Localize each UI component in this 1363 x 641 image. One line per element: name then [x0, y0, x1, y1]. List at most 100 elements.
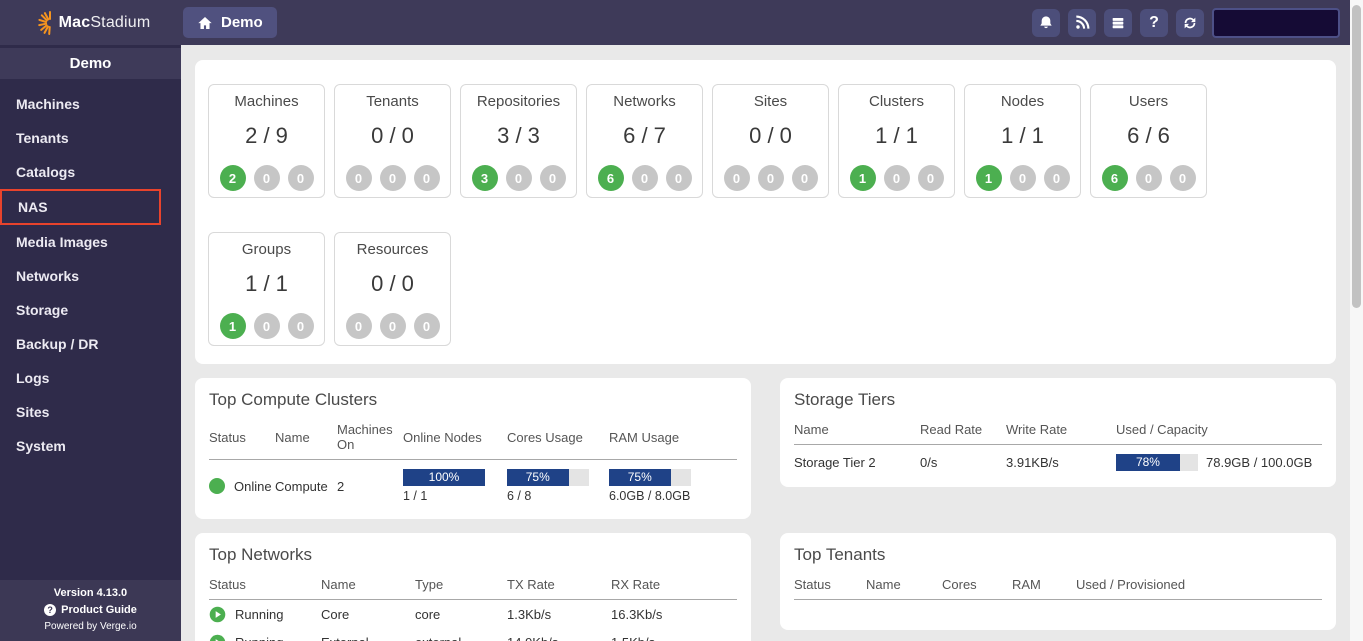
server-list-icon [1112, 17, 1124, 28]
stat-card-sites[interactable]: Sites 0 / 0 0 0 0 [712, 84, 829, 198]
demo-nav-button[interactable]: Demo [183, 7, 277, 38]
status-badge: 0 [757, 165, 784, 191]
sidebar-item-media-images[interactable]: Media Images [16, 234, 108, 250]
sidebar-item-networks[interactable]: Networks [16, 268, 80, 284]
col-cores-usage: Cores Usage [507, 429, 583, 445]
sidebar-item-logs[interactable]: Logs [16, 370, 50, 386]
starburst-icon [37, 10, 51, 35]
status-badge: 0 [917, 165, 944, 191]
stat-card-badges: 1 0 0 [839, 165, 954, 191]
sidebar-item-tenants[interactable]: Tenants [16, 130, 69, 146]
progress-fill: 75% [609, 469, 671, 486]
sidebar-items: Machines Tenants Catalogs NAS Media Imag… [0, 87, 181, 463]
col-type: Type [415, 577, 444, 592]
table-row[interactable]: Storage Tier 2 0/s 3.91KB/s 78% 78.9GB /… [794, 445, 1322, 471]
col-online-nodes: Online Nodes [403, 429, 482, 445]
status-badge: 1 [219, 313, 246, 339]
sidebar-title: Demo [0, 48, 181, 79]
stat-card-nodes[interactable]: Nodes 1 / 1 1 0 0 [964, 84, 1081, 198]
stat-card-badges: 2 0 0 [209, 165, 324, 191]
empty-table-body [794, 600, 1322, 614]
stat-card-badges: 1 0 0 [965, 165, 1080, 191]
table-row[interactable]: Online Compute 2 100% 1 / 1 75% 6 / 8 75… [209, 460, 737, 503]
status-badge: 0 [505, 165, 532, 191]
status-badge: 0 [379, 313, 406, 339]
product-guide-label: Product Guide [61, 604, 137, 616]
tx-rate-value: 1.3Kb/s [507, 607, 552, 622]
status-badge: 0 [253, 165, 280, 191]
rx-rate-value: 16.3Kb/s [611, 607, 663, 622]
status-label: Online [234, 478, 272, 494]
panel-title: Top Tenants [794, 545, 886, 564]
topbar: MacStadium Demo ? [0, 0, 1350, 45]
sidebar-item-nas[interactable]: NAS [0, 189, 161, 225]
panels-row-1: Top Compute Clusters Status Name Machine… [195, 378, 1336, 519]
bell-icon [1040, 15, 1052, 28]
sidebar-item-system[interactable]: System [16, 438, 66, 454]
online-nodes-progress-bar: 100% [403, 469, 485, 486]
powered-by-text: Powered by Verge.io [44, 621, 137, 632]
stat-card-repositories[interactable]: Repositories 3 / 3 3 0 0 [460, 84, 577, 198]
status-badge: 0 [1135, 165, 1162, 191]
col-status: Status [209, 429, 246, 445]
scrollbar-track [1350, 0, 1363, 641]
notifications-button[interactable] [1032, 8, 1060, 37]
table-header: Status Name Machines On Online Nodes Cor… [209, 422, 737, 460]
status-badge: 0 [723, 165, 750, 191]
macstadium-logo: MacStadium [0, 10, 181, 36]
network-type: core [415, 607, 441, 622]
product-guide-link[interactable]: ? Product Guide [0, 604, 181, 616]
stat-card-title: Repositories [476, 93, 561, 110]
table-row[interactable]: Running Core core 1.3Kb/s 16.3Kb/s [209, 600, 737, 628]
stats-panel: Machines 2 / 9 2 0 0 Tenants 0 / 0 0 0 0… [195, 60, 1336, 364]
stat-card-clusters[interactable]: Clusters 1 / 1 1 0 0 [838, 84, 955, 198]
read-rate-value: 0/s [920, 455, 938, 470]
stat-card-badges: 0 0 0 [335, 313, 450, 339]
home-icon [198, 16, 212, 29]
running-play-icon [209, 634, 226, 641]
subscriptions-button[interactable] [1104, 8, 1132, 37]
col-name: Name [794, 422, 829, 437]
network-name: Core [321, 607, 350, 622]
stat-card-networks[interactable]: Networks 6 / 7 6 0 0 [586, 84, 703, 198]
status-badge: 2 [219, 165, 246, 191]
table-row[interactable]: Running External external 14.9Kb/s 1.5Kb… [209, 628, 737, 641]
col-machines-on: Machines On [337, 422, 393, 452]
sidebar-item-storage[interactable]: Storage [16, 302, 69, 318]
table-header: Status Name Cores RAM Used / Provisioned [794, 577, 1322, 600]
stat-card-value: 2 / 9 [245, 123, 288, 148]
status-badge: 1 [849, 165, 876, 191]
status-badge: 0 [379, 165, 406, 191]
status-badge: 0 [287, 313, 314, 339]
status-badge: 0 [287, 165, 314, 191]
status-badge: 6 [1101, 165, 1128, 191]
sidebar-footer: Version 4.13.0 ? Product Guide Powered by… [0, 580, 181, 641]
status-badge: 0 [345, 165, 372, 191]
stat-card-resources[interactable]: Resources 0 / 0 0 0 0 [334, 232, 451, 346]
stat-card-value: 1 / 1 [245, 271, 288, 296]
col-read-rate: Read Rate [920, 422, 983, 437]
running-play-icon [209, 606, 226, 623]
stat-card-machines[interactable]: Machines 2 / 9 2 0 0 [208, 84, 325, 198]
sidebar-item-sites[interactable]: Sites [16, 404, 50, 420]
status-badge: 0 [1169, 165, 1196, 191]
panel-title: Top Compute Clusters [209, 390, 378, 409]
sidebar-item-catalogs[interactable]: Catalogs [16, 164, 76, 180]
sidebar-item-machines[interactable]: Machines [16, 96, 80, 112]
help-button[interactable]: ? [1140, 8, 1168, 37]
question-icon: ? [1149, 13, 1159, 31]
stat-card-tenants[interactable]: Tenants 0 / 0 0 0 0 [334, 84, 451, 198]
refresh-button[interactable] [1176, 8, 1204, 37]
write-rate-value: 3.91KB/s [1006, 455, 1059, 470]
scrollbar-thumb[interactable] [1352, 5, 1361, 308]
stat-card-title: Machines [234, 93, 299, 110]
feed-button[interactable] [1068, 8, 1096, 37]
sidebar-item-backup-dr[interactable]: Backup / DR [16, 336, 99, 352]
stat-card-value: 1 / 1 [1001, 123, 1044, 148]
topbar-search-input[interactable] [1212, 7, 1340, 38]
cluster-status: Online [209, 478, 275, 494]
help-circle-icon: ? [44, 604, 57, 616]
stat-card-groups[interactable]: Groups 1 / 1 1 0 0 [208, 232, 325, 346]
stat-card-users[interactable]: Users 6 / 6 6 0 0 [1090, 84, 1207, 198]
col-name: Name [275, 429, 310, 445]
